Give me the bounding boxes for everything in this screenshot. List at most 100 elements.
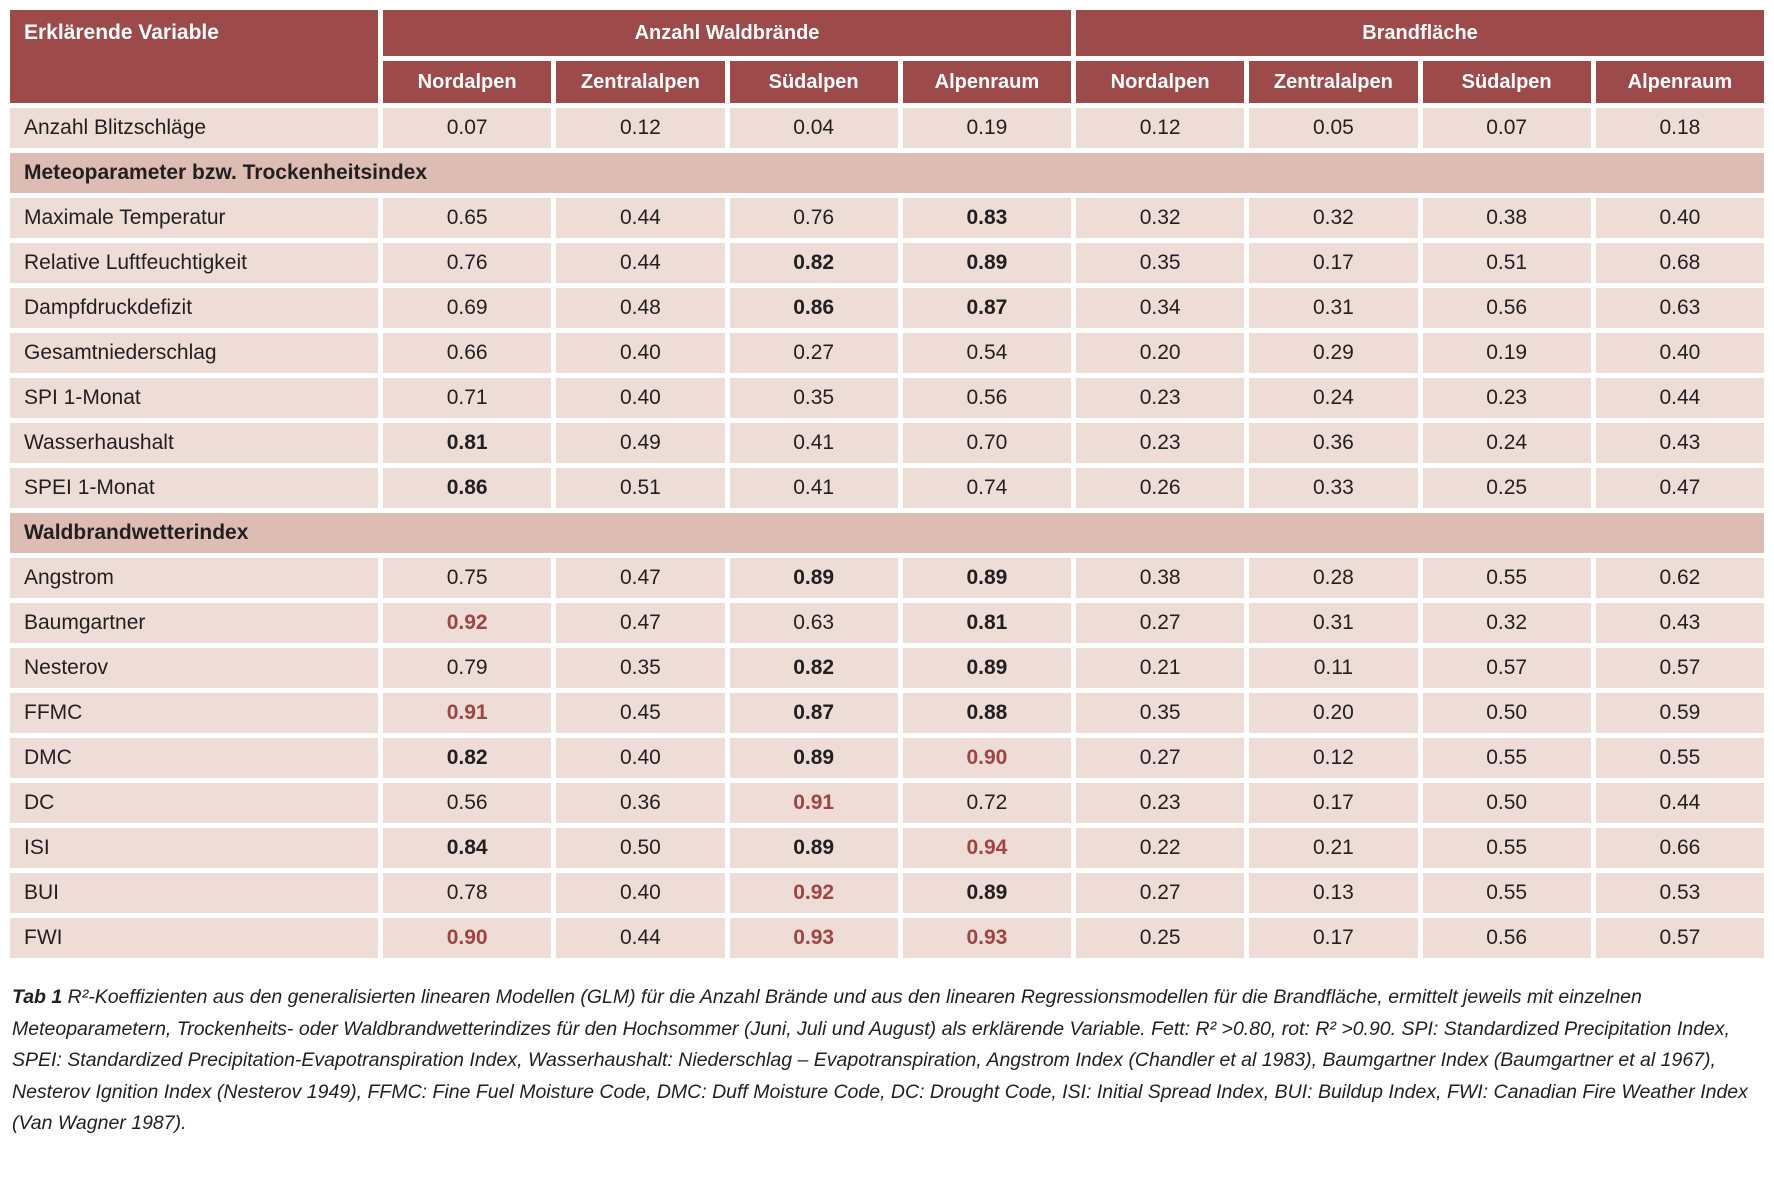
caption-text: R²-Koeffizienten aus den generalisierten… [12, 986, 1748, 1135]
value-cell: 0.27 [1076, 603, 1245, 643]
value-cell: 0.55 [1422, 828, 1591, 868]
value-cell: 0.23 [1076, 783, 1245, 823]
value-cell: 0.74 [902, 468, 1071, 508]
value-cell: 0.53 [1595, 873, 1764, 913]
value-cell: 0.19 [902, 108, 1071, 148]
value-cell: 0.81 [383, 423, 552, 463]
value-cell: 0.19 [1422, 333, 1591, 373]
value-cell: 0.63 [1595, 288, 1764, 328]
row-label: Relative Luftfeuchtigkeit [10, 243, 378, 283]
row-label: DMC [10, 738, 378, 778]
value-cell: 0.43 [1595, 423, 1764, 463]
value-cell: 0.92 [729, 873, 898, 913]
value-cell: 0.56 [1422, 918, 1591, 958]
value-cell: 0.17 [1249, 918, 1418, 958]
value-cell: 0.44 [556, 243, 725, 283]
value-cell: 0.17 [1249, 243, 1418, 283]
value-cell: 0.79 [383, 648, 552, 688]
value-cell: 0.25 [1076, 918, 1245, 958]
value-cell: 0.36 [1249, 423, 1418, 463]
row-label: Maximale Temperatur [10, 198, 378, 238]
row-label: SPEI 1-Monat [10, 468, 378, 508]
value-cell: 0.56 [1422, 288, 1591, 328]
value-cell: 0.40 [1595, 333, 1764, 373]
row-label: Anzahl Blitzschläge [10, 108, 378, 148]
value-cell: 0.81 [902, 603, 1071, 643]
value-cell: 0.89 [902, 243, 1071, 283]
value-cell: 0.05 [1249, 108, 1418, 148]
value-cell: 0.50 [1422, 783, 1591, 823]
region-header-zentralalpen-flaeche: Zentralalpen [1249, 61, 1418, 103]
value-cell: 0.76 [729, 198, 898, 238]
row-label: Gesamtniederschlag [10, 333, 378, 373]
value-cell: 0.84 [383, 828, 552, 868]
row-label: Baumgartner [10, 603, 378, 643]
row-label: Angstrom [10, 558, 378, 598]
value-cell: 0.56 [902, 378, 1071, 418]
value-cell: 0.34 [1076, 288, 1245, 328]
row-label: ISI [10, 828, 378, 868]
value-cell: 0.38 [1422, 198, 1591, 238]
value-cell: 0.82 [729, 243, 898, 283]
value-cell: 0.86 [729, 288, 898, 328]
value-cell: 0.50 [556, 828, 725, 868]
value-cell: 0.35 [729, 378, 898, 418]
column-header-erklaerende-variable: Erklärende Variable [10, 10, 378, 103]
value-cell: 0.57 [1422, 648, 1591, 688]
value-cell: 0.45 [556, 693, 725, 733]
value-cell: 0.90 [902, 738, 1071, 778]
value-cell: 0.65 [383, 198, 552, 238]
value-cell: 0.89 [902, 648, 1071, 688]
value-cell: 0.26 [1076, 468, 1245, 508]
value-cell: 0.75 [383, 558, 552, 598]
value-cell: 0.91 [383, 693, 552, 733]
caption-tag: Tab 1 [12, 986, 63, 1008]
table-figure: Erklärende Variable Anzahl Waldbrände Bran… [10, 10, 1764, 1140]
value-cell: 0.76 [383, 243, 552, 283]
value-cell: 0.41 [729, 468, 898, 508]
group-header-brandflaeche: Brandfläche [1076, 10, 1764, 56]
value-cell: 0.32 [1422, 603, 1591, 643]
value-cell: 0.23 [1076, 378, 1245, 418]
value-cell: 0.36 [556, 783, 725, 823]
value-cell: 0.57 [1595, 648, 1764, 688]
value-cell: 0.59 [1595, 693, 1764, 733]
row-label: Dampfdruckdefizit [10, 288, 378, 328]
value-cell: 0.89 [902, 873, 1071, 913]
value-cell: 0.04 [729, 108, 898, 148]
region-header-alpenraum-anzahl: Alpenraum [902, 61, 1071, 103]
value-cell: 0.40 [556, 738, 725, 778]
value-cell: 0.12 [1249, 738, 1418, 778]
value-cell: 0.28 [1249, 558, 1418, 598]
value-cell: 0.12 [556, 108, 725, 148]
value-cell: 0.82 [383, 738, 552, 778]
value-cell: 0.24 [1422, 423, 1591, 463]
value-cell: 0.89 [729, 828, 898, 868]
row-label: SPI 1-Monat [10, 378, 378, 418]
value-cell: 0.47 [556, 558, 725, 598]
value-cell: 0.44 [556, 918, 725, 958]
value-cell: 0.20 [1249, 693, 1418, 733]
value-cell: 0.82 [729, 648, 898, 688]
value-cell: 0.35 [1076, 243, 1245, 283]
value-cell: 0.22 [1076, 828, 1245, 868]
value-cell: 0.89 [729, 558, 898, 598]
value-cell: 0.18 [1595, 108, 1764, 148]
row-label: FWI [10, 918, 378, 958]
table-caption: Tab 1 R²-Koeffizienten aus den generalis… [12, 982, 1760, 1140]
value-cell: 0.51 [1422, 243, 1591, 283]
value-cell: 0.57 [1595, 918, 1764, 958]
value-cell: 0.07 [1422, 108, 1591, 148]
value-cell: 0.21 [1076, 648, 1245, 688]
value-cell: 0.49 [556, 423, 725, 463]
value-cell: 0.44 [1595, 378, 1764, 418]
value-cell: 0.71 [383, 378, 552, 418]
value-cell: 0.43 [1595, 603, 1764, 643]
value-cell: 0.78 [383, 873, 552, 913]
row-label: DC [10, 783, 378, 823]
value-cell: 0.54 [902, 333, 1071, 373]
value-cell: 0.31 [1249, 603, 1418, 643]
value-cell: 0.63 [729, 603, 898, 643]
value-cell: 0.31 [1249, 288, 1418, 328]
value-cell: 0.40 [556, 378, 725, 418]
